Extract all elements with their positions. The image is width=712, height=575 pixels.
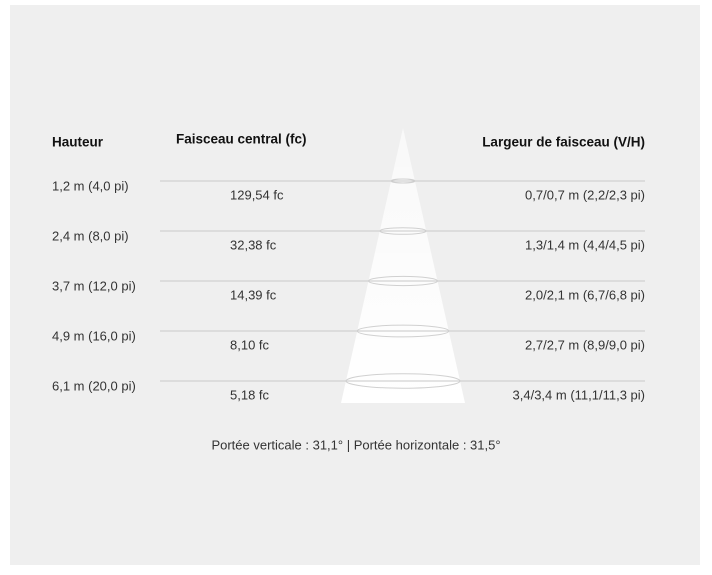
- beam-width-value: 3,4/3,4 m (11,1/11,3 pi): [513, 387, 645, 402]
- beam-ellipse: [345, 373, 461, 389]
- beam-width-value: 1,3/1,4 m (4,4/4,5 pi): [525, 237, 645, 252]
- footer: Portée verticale : 31,1° | Portée horizo…: [211, 437, 500, 452]
- panel: [10, 5, 700, 565]
- height-label: 2,4 m (8,0 pi): [52, 228, 129, 243]
- height-label: 4,9 m (16,0 pi): [52, 328, 136, 343]
- header-height: Hauteur: [52, 135, 104, 150]
- beam-width-value: 2,7/2,7 m (8,9/9,0 pi): [525, 337, 645, 352]
- header-beam-width: Largeur de faisceau (V/H): [482, 135, 645, 150]
- beam-width-value: 2,0/2,1 m (6,7/6,8 pi): [525, 287, 645, 302]
- header-center-beam: Faisceau central (fc): [176, 132, 307, 147]
- center-beam-value: 5,18 fc: [230, 387, 270, 402]
- beam-ellipse: [356, 324, 450, 338]
- height-label: 3,7 m (12,0 pi): [52, 278, 136, 293]
- center-beam-value: 8,10 fc: [230, 337, 270, 352]
- center-beam-value: 32,38 fc: [230, 237, 277, 252]
- beam-ellipse: [368, 275, 438, 287]
- beam-ellipse: [390, 178, 416, 184]
- beam-ellipse: [379, 227, 427, 235]
- height-label: 6,1 m (20,0 pi): [52, 378, 136, 393]
- beam-width-value: 0,7/0,7 m (2,2/2,3 pi): [525, 187, 645, 202]
- center-beam-value: 129,54 fc: [230, 187, 284, 202]
- center-beam-value: 14,39 fc: [230, 287, 277, 302]
- light-cone: [341, 128, 465, 403]
- height-label: 1,2 m (4,0 pi): [52, 178, 129, 193]
